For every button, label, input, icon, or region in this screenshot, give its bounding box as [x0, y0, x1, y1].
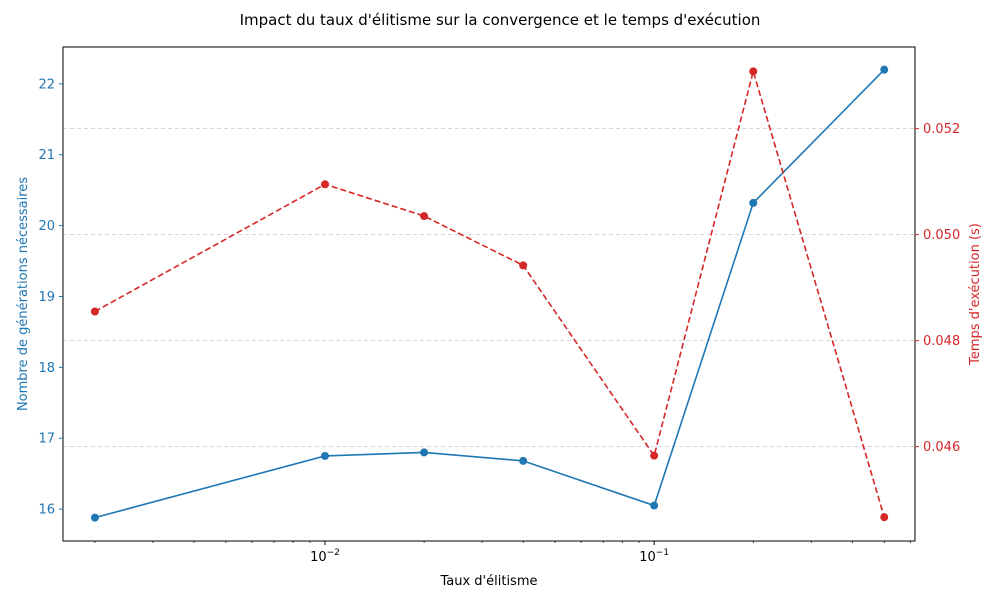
- y-left-tick-label: 19: [38, 290, 55, 305]
- data-point-left: [420, 448, 429, 457]
- y-right-axis-label: Temps d'exécution (s): [968, 223, 983, 366]
- y-left-tick-label: 20: [38, 219, 55, 234]
- data-point-left: [90, 513, 99, 522]
- y-left-tick-label: 17: [38, 432, 55, 447]
- data-point-right: [880, 513, 889, 522]
- series-line-right: [94, 68, 886, 518]
- data-point-right: [650, 451, 659, 460]
- plot-frame: [62, 46, 916, 542]
- y-right-tick-label: 0.048: [923, 334, 960, 349]
- series-layer: [90, 65, 889, 522]
- data-point-right: [420, 212, 429, 221]
- data-point-right: [519, 261, 528, 270]
- data-point-left: [650, 501, 659, 510]
- data-point-right: [749, 67, 758, 76]
- y-left-tick-label: 21: [38, 148, 55, 163]
- y-left-tick-label: 22: [38, 77, 55, 92]
- y-left-axis-label: Nombre de générations nécessaires: [16, 177, 31, 411]
- y-right-tick-label: 0.052: [923, 122, 960, 137]
- data-point-left: [320, 451, 329, 460]
- data-point-left: [880, 65, 889, 74]
- grid-lines: [63, 128, 915, 448]
- data-point-left: [749, 198, 758, 207]
- data-point-right: [90, 307, 99, 316]
- x-axis-label: Taux d'élitisme: [439, 574, 537, 589]
- data-point-left: [519, 456, 528, 465]
- y-left-tick-label: 18: [38, 361, 55, 376]
- series-line-left: [94, 69, 885, 519]
- chart-title: Impact du taux d'élitisme sur la converg…: [240, 11, 761, 29]
- x-tick-label: 10−1: [639, 548, 669, 565]
- data-point-right: [320, 180, 329, 189]
- y-right-tick-label: 0.050: [923, 228, 960, 243]
- x-tick-label: 10−2: [310, 548, 340, 565]
- y-left-tick-label: 16: [38, 503, 55, 518]
- axes: 16 17 18 19 20 21 22 0.046 0.048 0.050 0.052 10−2 10…: [38, 77, 960, 565]
- y-right-tick-label: 0.046: [923, 440, 960, 455]
